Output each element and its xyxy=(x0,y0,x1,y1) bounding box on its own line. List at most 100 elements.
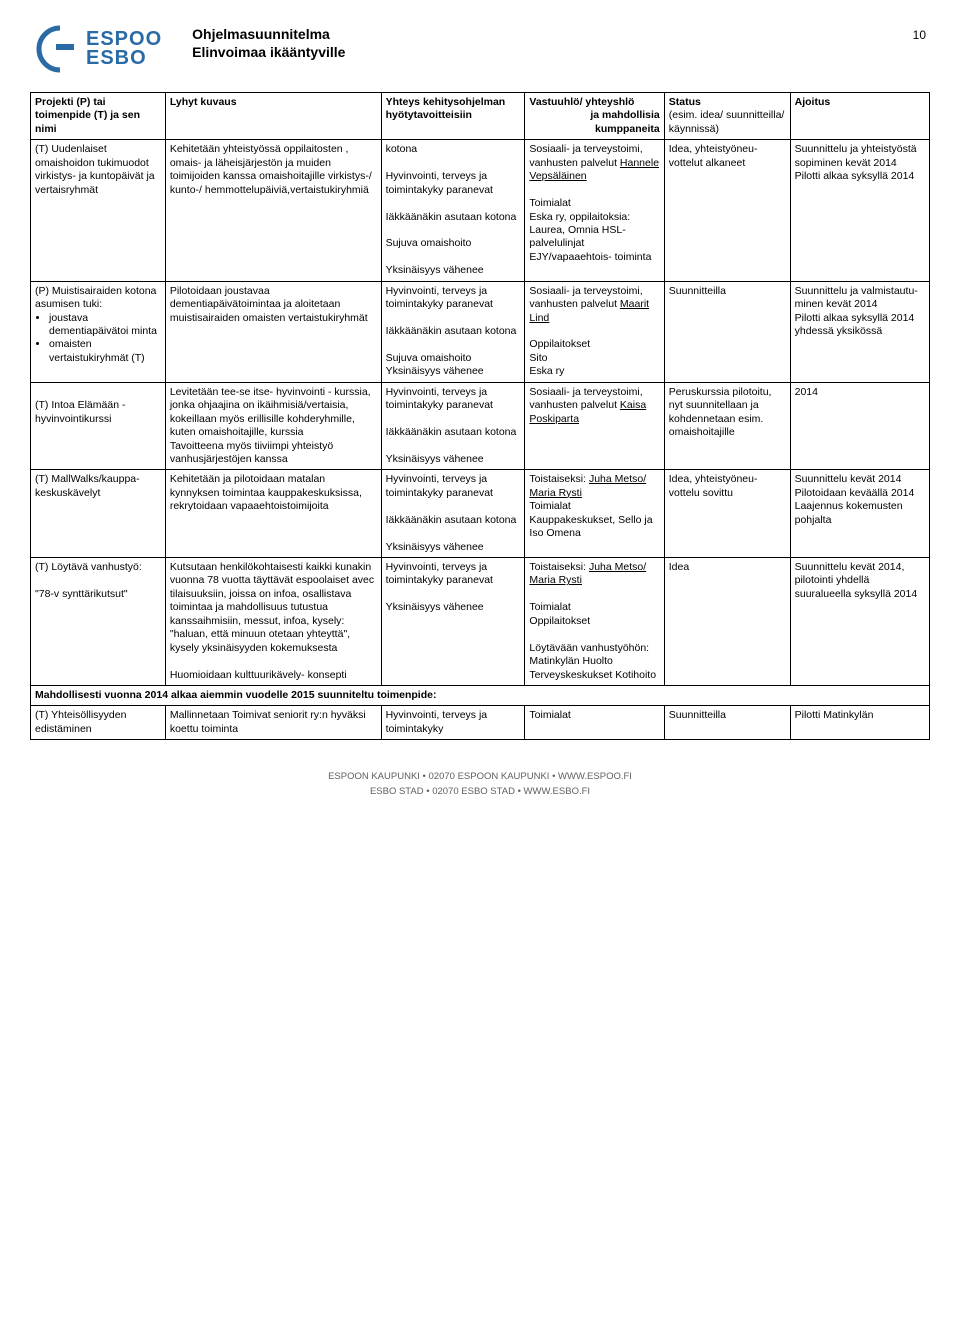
goal-line: Iäkkäänäkin asutaan kotona xyxy=(386,211,521,224)
cell-project: (T) Uudenlaiset omaishoidon tukimuodot v… xyxy=(31,140,166,281)
resp-line: Toistaiseksi: xyxy=(529,473,586,485)
goal-line: Iäkkäänäkin asutaan kotona xyxy=(386,426,521,439)
title-line-1: Ohjelmasuunnitelma xyxy=(192,26,913,44)
cell-status: Suunnitteilla xyxy=(664,281,790,382)
goal-line: Yksinäisyys vähenee xyxy=(386,541,521,554)
col-header-description: Lyhyt kuvaus xyxy=(165,93,381,140)
resp-line: Löytävään vanhustyöhön: Matinkylän Huolt… xyxy=(529,642,659,682)
title-line-2: Elinvoimaa ikääntyville xyxy=(192,44,913,62)
cell-timing: Suunnittelu ja yhteistyöstä sopiminen ke… xyxy=(790,140,929,281)
cell-responsible: Sosiaali- ja terveystoimi, vanhusten pal… xyxy=(525,281,664,382)
proj-text: (T) Intoa Elämään - hyvinvointikurssi xyxy=(35,399,125,424)
goal-line: Sujuva omaishoito xyxy=(386,237,521,250)
cell-status: Idea xyxy=(664,558,790,686)
resp-line: Toimialat xyxy=(529,601,659,614)
cell-project: (T) Löytävä vanhustyö: "78-v synttärikut… xyxy=(31,558,166,686)
goal-line: Yksinäisyys vähenee xyxy=(386,264,521,277)
cell-description: Kehitetään ja pilotoidaan matalan kynnyk… xyxy=(165,470,381,558)
col-header-responsible: Vastuuhlö/ yhteyshlö ja mahdollisia kump… xyxy=(525,93,664,140)
proj-text: "78-v synttärikutsut" xyxy=(35,588,161,601)
goal-line: Hyvinvointi, terveys ja toimintakyky par… xyxy=(386,473,521,500)
footer-line-1: ESPOON KAUPUNKI • 02070 ESPOON KAUPUNKI … xyxy=(30,770,930,784)
header-row: ESPOO ESBO Ohjelmasuunnitelma Elinvoimaa… xyxy=(30,24,930,74)
logo-text-bottom: ESBO xyxy=(86,49,162,68)
cell-timing: Suunnittelu ja valmistautu- minen kevät … xyxy=(790,281,929,382)
cell-timing: 2014 xyxy=(790,382,929,470)
goal-line: Hyvinvointi, terveys ja toimintakyky par… xyxy=(386,561,521,588)
cell-goals: Hyvinvointi, terveys ja toimintakyky par… xyxy=(381,382,525,470)
goal-line: Yksinäisyys vähenee xyxy=(386,601,521,614)
logo-text-block: ESPOO ESBO xyxy=(86,30,162,68)
goal-line: Hyvinvointi, terveys ja toimintakyky par… xyxy=(386,170,521,197)
resp-line: Toimialat xyxy=(529,197,659,210)
cell-description: Kutsutaan henkilökohtaisesti kaikki kuna… xyxy=(165,558,381,686)
resp-line: Sito xyxy=(529,352,659,365)
espoo-logo-icon xyxy=(30,24,76,74)
col-header-resp-a: Vastuuhlö/ yhteyshlö xyxy=(529,96,634,108)
table-row: (T) Uudenlaiset omaishoidon tukimuodot v… xyxy=(31,140,930,281)
resp-line: Eska ry, oppilaitoksia: Laurea, Omnia HS… xyxy=(529,211,659,265)
footer-line-2: ESBO STAD • 02070 ESBO STAD • WWW.ESBO.F… xyxy=(30,785,930,799)
resp-line: Oppilaitokset xyxy=(529,338,659,351)
cell-status: Idea, yhteistyöneu- vottelut alkaneet xyxy=(664,140,790,281)
cell-goals: Hyvinvointi, terveys ja toimintakyky xyxy=(381,706,525,740)
document-title: Ohjelmasuunnitelma Elinvoimaa ikääntyvil… xyxy=(192,24,913,61)
cell-timing: Suunnittelu kevät 2014, pilotointi yhdel… xyxy=(790,558,929,686)
col-header-status-a: Status xyxy=(669,96,701,108)
cell-timing: Suunnittelu kevät 2014 Pilotoidaan kevää… xyxy=(790,470,929,558)
resp-line: Eska ry xyxy=(529,365,659,378)
subheader-text: Mahdollisesti vuonna 2014 alkaa aiemmin … xyxy=(31,685,930,705)
col-header-status-b: (esim. idea/ suunnitteilla/ käynnissä) xyxy=(669,109,785,134)
cell-responsible: Toistaiseksi: Juha Metso/ Maria Rysti To… xyxy=(525,470,664,558)
resp-line: Toimialat xyxy=(529,500,659,513)
bullet-item: omaisten vertaistukiryhmät (T) xyxy=(49,338,161,365)
table-row: (T) MallWalks/kauppa- keskuskävelyt Kehi… xyxy=(31,470,930,558)
col-header-goals: Yhteys kehitysohjelman hyötytavoitteisii… xyxy=(381,93,525,140)
goal-line: Iäkkäänäkin asutaan kotona xyxy=(386,325,521,338)
col-header-timing: Ajoitus xyxy=(790,93,929,140)
cell-timing: Pilotti Matinkylän xyxy=(790,706,929,740)
cell-responsible: Sosiaali- ja terveystoimi, vanhusten pal… xyxy=(525,382,664,470)
table-subheader-row: Mahdollisesti vuonna 2014 alkaa aiemmin … xyxy=(31,685,930,705)
goal-line: Hyvinvointi, terveys ja toimintakyky par… xyxy=(386,285,521,312)
cell-project: (T) MallWalks/kauppa- keskuskävelyt xyxy=(31,470,166,558)
cell-description: Levitetään tee-se itse- hyvinvointi - ku… xyxy=(165,382,381,470)
cell-description: Mallinnetaan Toimivat seniorit ry:n hyvä… xyxy=(165,706,381,740)
col-header-resp-b: ja mahdollisia kumppaneita xyxy=(529,109,659,136)
cell-goals: Hyvinvointi, terveys ja toimintakyky par… xyxy=(381,558,525,686)
cell-project: (T) Yhteisöllisyyden edistäminen xyxy=(31,706,166,740)
projects-table: Projekti (P) tai toimenpide (T) ja sen n… xyxy=(30,92,930,740)
cell-project: (P) Muistisairaiden kotona asumisen tuki… xyxy=(31,281,166,382)
table-row: (T) Yhteisöllisyyden edistäminen Mallinn… xyxy=(31,706,930,740)
goal-line: Hyvinvointi, terveys ja toimintakyky par… xyxy=(386,386,521,413)
cell-description: Kehitetään yhteistyössä oppilaitosten , … xyxy=(165,140,381,281)
proj-text: (P) Muistisairaiden kotona asumisen tuki… xyxy=(35,285,161,312)
col-header-project: Projekti (P) tai toimenpide (T) ja sen n… xyxy=(31,93,166,140)
resp-line: Kauppakeskukset, Sello ja Iso Omena xyxy=(529,514,659,541)
table-row: (P) Muistisairaiden kotona asumisen tuki… xyxy=(31,281,930,382)
table-row: (T) Intoa Elämään - hyvinvointikurssi Le… xyxy=(31,382,930,470)
table-row: (T) Löytävä vanhustyö: "78-v synttärikut… xyxy=(31,558,930,686)
page-footer: ESPOON KAUPUNKI • 02070 ESPOON KAUPUNKI … xyxy=(30,770,930,799)
goal-line: Yksinäisyys vähenee xyxy=(386,453,521,466)
cell-project: (T) Intoa Elämään - hyvinvointikurssi xyxy=(31,382,166,470)
cell-responsible: Sosiaali- ja terveystoimi, vanhusten pal… xyxy=(525,140,664,281)
cell-status: Peruskurssia pilotoitu, nyt suunnitellaa… xyxy=(664,382,790,470)
cell-responsible: Toimialat xyxy=(525,706,664,740)
col-header-status: Status (esim. idea/ suunnitteilla/ käynn… xyxy=(664,93,790,140)
table-header-row: Projekti (P) tai toimenpide (T) ja sen n… xyxy=(31,93,930,140)
goal-line: Sujuva omaishoito xyxy=(386,352,521,365)
resp-line: Oppilaitokset xyxy=(529,615,659,628)
cell-goals: Hyvinvointi, terveys ja toimintakyky par… xyxy=(381,281,525,382)
page-number: 10 xyxy=(913,24,930,42)
goal-line: Yksinäisyys vähenee xyxy=(386,365,521,378)
goal-line: Iäkkäänäkin asutaan kotona xyxy=(386,514,521,527)
logo: ESPOO ESBO xyxy=(30,24,162,74)
cell-goals: kotona Hyvinvointi, terveys ja toimintak… xyxy=(381,140,525,281)
cell-responsible: Toistaiseksi: Juha Metso/ Maria Rysti To… xyxy=(525,558,664,686)
resp-line: Toistaiseksi: xyxy=(529,561,586,573)
page-container: ESPOO ESBO Ohjelmasuunnitelma Elinvoimaa… xyxy=(0,0,960,839)
cell-description: Pilotoidaan joustavaa dementiapäivätoimi… xyxy=(165,281,381,382)
proj-bullets: joustava dementiapäivätoi minta omaisten… xyxy=(35,312,161,366)
bullet-item: joustava dementiapäivätoi minta xyxy=(49,312,161,339)
